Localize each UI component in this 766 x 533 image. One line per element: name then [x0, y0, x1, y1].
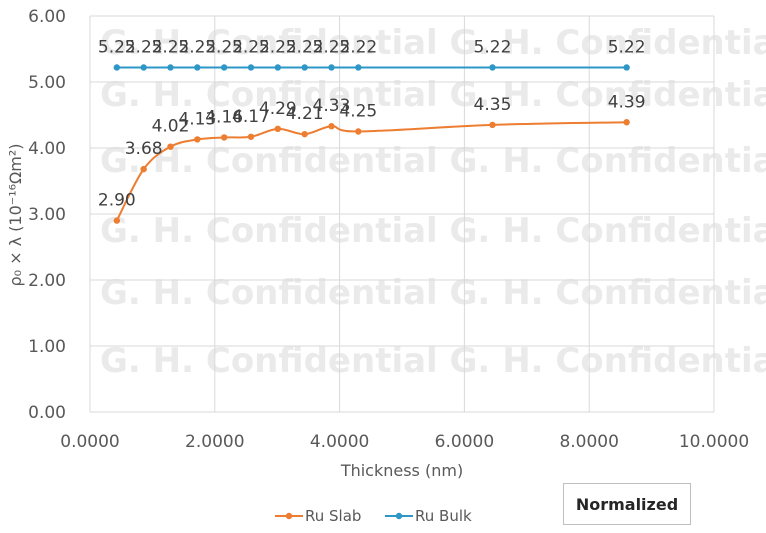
ru-slab-point	[623, 119, 630, 126]
x-tick-label: 4.0000	[310, 432, 369, 452]
ru-slab-data-label: 4.35	[474, 95, 512, 115]
ru-slab-data-label: 4.33	[313, 96, 351, 116]
watermark-text: G. H. Confidential G. H. Confidential	[100, 23, 766, 63]
ru-bulk-point	[355, 64, 362, 71]
ru-bulk-point	[220, 64, 228, 71]
ru-bulk-legend-marker	[395, 512, 403, 520]
y-tick-label: 2.00	[28, 271, 66, 291]
ru-bulk-point	[623, 64, 630, 71]
ru-bulk-point	[328, 64, 335, 71]
watermark-text: G. H. Confidential G. H. Confidential	[100, 273, 766, 313]
ru-slab-point	[167, 143, 174, 150]
ru-slab-point	[355, 128, 362, 135]
ru-bulk-data-label: 5.22	[286, 37, 324, 57]
ru-slab-data-label: 2.90	[98, 191, 136, 211]
normalized-badge: Normalized	[563, 483, 691, 525]
ru-slab-point	[301, 130, 308, 138]
ru-slab-point	[328, 123, 335, 130]
ru-bulk-data-label: 5.22	[608, 37, 646, 57]
ru-slab-legend-label: Ru Slab	[305, 507, 361, 525]
y-tick-label: 0.00	[28, 403, 66, 423]
ru-slab-data-label: 4.25	[339, 102, 377, 122]
ru-bulk-data-label: 5.22	[205, 37, 243, 57]
ru-bulk-data-label: 5.22	[152, 37, 190, 57]
ru-slab-legend-marker	[285, 512, 293, 520]
ru-bulk-point	[194, 64, 201, 71]
x-tick-label: 8.0000	[559, 432, 618, 452]
ru-bulk-point	[274, 64, 282, 71]
ru-slab-data-label: 4.17	[232, 107, 270, 127]
y-tick-label: 1.00	[28, 337, 66, 357]
ru-bulk-point	[140, 64, 147, 71]
ru-bulk-data-label: 5.22	[178, 37, 216, 57]
ru-bulk-point	[167, 64, 174, 71]
ru-bulk-data-label: 5.22	[339, 37, 377, 57]
gridlines	[89, 15, 715, 413]
ru-slab-data-label: 3.68	[125, 139, 163, 159]
ru-slab-data-label: 4.13	[178, 109, 216, 129]
y-tick-label: 5.00	[28, 73, 66, 93]
ru-bulk-point	[113, 64, 121, 71]
ru-bulk-data-label: 5.22	[125, 37, 163, 57]
ru-bulk-legend-label: Ru Bulk	[415, 507, 472, 525]
ru-bulk-point	[247, 64, 255, 71]
y-tick-label: 3.00	[28, 205, 66, 225]
ru-bulk-data-label: 5.22	[259, 37, 297, 57]
watermark-text: G. H. Confidential G. H. Confidential	[100, 211, 766, 251]
ru-slab-point	[113, 217, 121, 224]
ru-bulk-point	[301, 64, 308, 71]
ru-slab-data-label: 4.21	[286, 104, 324, 124]
x-tick-label: 6.0000	[435, 432, 494, 452]
ru-slab-point	[220, 134, 228, 141]
x-tick-label: 10.0000	[679, 432, 749, 452]
watermark: G. H. Confidential G. H. Confidential G. …	[100, 23, 766, 381]
x-axis-ticks: 0.0000 2.0000 4.0000 6.0000 8.0000 10.0000	[60, 432, 749, 452]
ru-bulk-data-label: 5.22	[232, 37, 270, 57]
ru-slab-point	[489, 121, 496, 129]
y-tick-label: 6.00	[28, 7, 66, 27]
ru-bulk-data-label: 5.22	[313, 37, 351, 57]
x-tick-label: 0.0000	[60, 432, 119, 452]
ru-slab-point	[194, 136, 201, 143]
ru-bulk-point	[489, 64, 496, 71]
x-axis-title: Thickness (nm)	[340, 461, 463, 480]
ru-slab-point	[247, 133, 255, 140]
legend: Ru Slab Ru Bulk	[275, 507, 472, 525]
y-axis-title: ρ₀ × λ (10⁻¹⁶Ωm²)	[6, 143, 25, 286]
series-lines	[113, 64, 630, 224]
y-tick-label: 4.00	[28, 139, 66, 159]
ru-slab-point	[140, 165, 147, 173]
watermark-text: G. H. Confidential G. H. Confidential	[100, 141, 766, 181]
ru-slab-point	[274, 125, 282, 133]
ru-slab-data-label: 4.02	[152, 117, 190, 137]
ru-slab-data-label: 4.16	[205, 107, 243, 127]
x-tick-label: 2.0000	[185, 432, 244, 452]
watermark-text: G. H. Confidential G. H. Confidential	[100, 341, 766, 381]
ru-bulk-data-label: 5.22	[98, 37, 136, 57]
data-labels: 2.90 3.684.024.134.164.174.294.214.334.25…	[98, 37, 646, 210]
ru-slab-data-label: 4.39	[608, 92, 646, 112]
y-axis-ticks: 0.00 1.00 2.00 3.00 4.00 5.00 6.00	[28, 7, 66, 423]
ru-bulk-data-label: 5.22	[474, 37, 512, 57]
ru-slab-data-label: 4.29	[259, 99, 297, 119]
